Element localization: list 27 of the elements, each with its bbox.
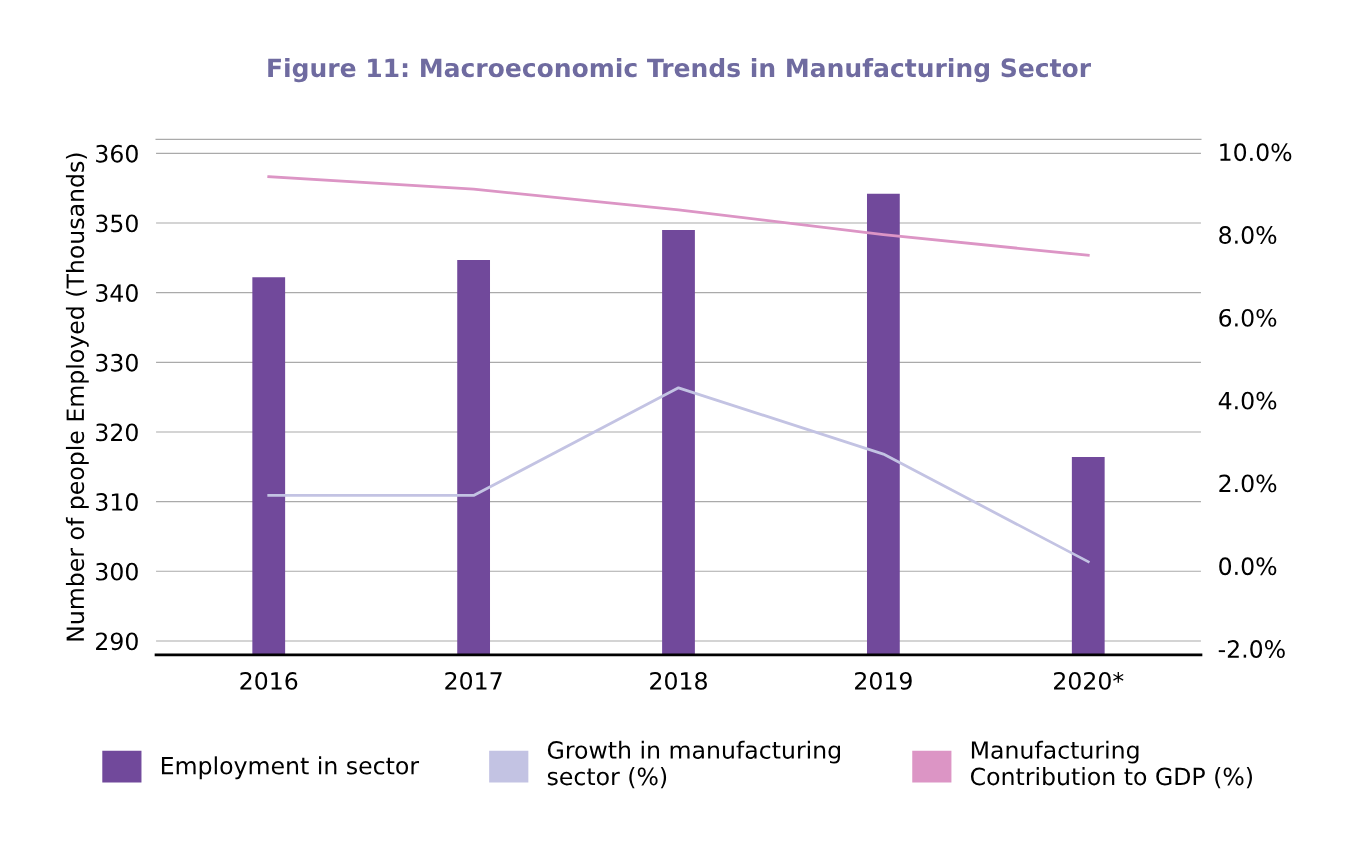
chart-title: Figure 11: Macroeconomic Trends in Manufacturing Sector xyxy=(268,57,1091,83)
y-tick-label: 330 xyxy=(96,353,138,372)
line-series xyxy=(267,386,1090,564)
y-tick-label: 290 xyxy=(96,632,138,651)
y2-tick-label: 0.0% xyxy=(1219,557,1277,576)
y-tick-label: 360 xyxy=(96,144,138,163)
x-tick-label: 2018 xyxy=(650,671,707,690)
legend-label: Growth in manufacturing sector (%) xyxy=(547,740,840,789)
legend-label: Employment in sector xyxy=(161,756,420,780)
y-tick-label: 350 xyxy=(96,214,138,233)
x-tick-label: 2017 xyxy=(445,671,502,690)
y2-tick-label: 4.0% xyxy=(1218,391,1277,410)
legend-label: Manufacturing Contribution to GDP (%) xyxy=(970,740,1252,789)
y2-tick-label: -2.0% xyxy=(1218,640,1285,658)
y2-tick-label: 6.0% xyxy=(1219,308,1277,327)
y-tick-label: 340 xyxy=(96,284,138,302)
y-tick-label: 300 xyxy=(96,562,138,581)
x-tick-label: 2020* xyxy=(1054,671,1124,690)
y-tick-label: 320 xyxy=(96,423,138,442)
y-axis-title: Number of people Employed (Thousands) xyxy=(65,153,89,641)
line-series xyxy=(267,175,1090,257)
x-tick-label: 2019 xyxy=(855,671,912,690)
y2-tick-label: 8.0% xyxy=(1219,226,1277,244)
y-tick-label: 310 xyxy=(96,493,138,511)
y2-tick-label: 2.0% xyxy=(1219,474,1277,493)
x-tick-label: 2016 xyxy=(240,671,298,690)
y2-tick-label: 10.0% xyxy=(1220,143,1292,162)
